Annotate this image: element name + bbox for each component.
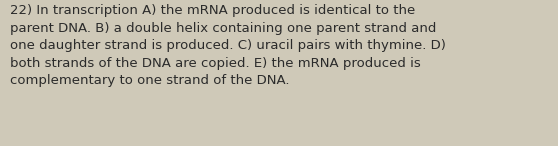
Text: 22) In transcription A) the mRNA produced is identical to the
parent DNA. B) a d: 22) In transcription A) the mRNA produce… — [10, 4, 446, 87]
